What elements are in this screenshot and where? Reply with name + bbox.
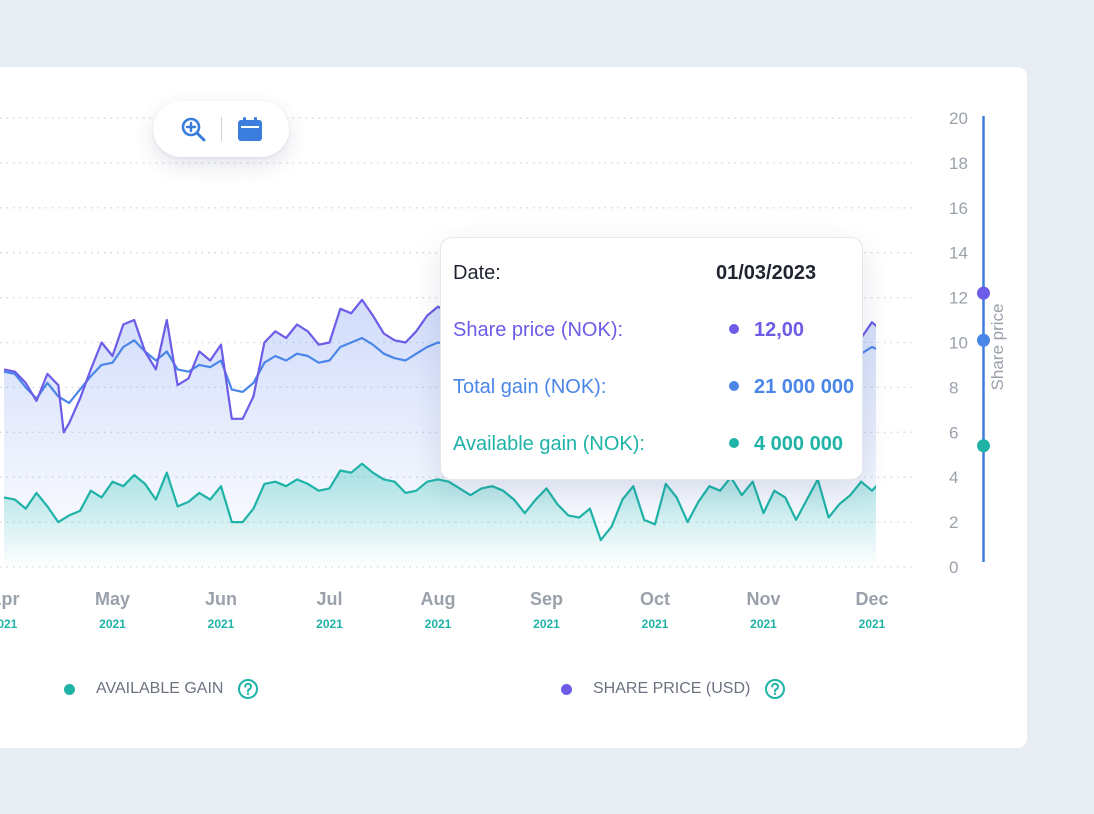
y-tick-label: 10	[949, 334, 968, 353]
legend-available-gain-label: AVAILABLE GAIN	[96, 680, 224, 697]
y-tick-label: 2	[949, 513, 958, 532]
tooltip-date-label: Date:	[453, 262, 501, 284]
tooltip-date-row: Date: 01/03/2023	[453, 262, 858, 292]
cursor-dot-total-gain	[977, 333, 990, 347]
x-tick-month: Nov	[746, 589, 780, 609]
x-tick-month: Dec	[855, 589, 888, 609]
y-tick-label: 16	[949, 199, 968, 218]
tooltip-available-gain-label: Available gain (NOK):	[453, 433, 645, 455]
x-tick-month: Apr	[0, 589, 20, 609]
x-tick-year: 2021	[750, 617, 777, 631]
x-tick-year: 2021	[642, 617, 669, 631]
y-tick-label: 0	[949, 558, 958, 577]
chart-toolbar	[153, 101, 289, 157]
tooltip-available-gain-row: Available gain (NOK): 4 000 000	[453, 433, 858, 463]
tooltip-total-gain-value: 21 000 000	[754, 376, 855, 398]
x-tick-year: 2021	[425, 617, 452, 631]
legend-available-gain-dot	[64, 683, 75, 695]
tooltip-available-gain-value: 4 000 000	[754, 433, 843, 455]
help-icon[interactable]	[237, 678, 259, 700]
legend-available-gain: AVAILABLE GAIN	[64, 678, 259, 700]
tooltip-share-price-label: Share price (NOK):	[453, 319, 624, 341]
y-tick-label: 14	[949, 244, 968, 263]
tooltip-total-gain-label: Total gain (NOK):	[453, 376, 607, 398]
tooltip-share-price-value: 12,00	[754, 319, 805, 341]
tooltip-date-value: 01/03/2023	[716, 262, 817, 284]
x-tick-year: 2021	[208, 617, 235, 631]
zoom-in-icon	[181, 117, 205, 142]
y-tick-label: 4	[949, 468, 958, 487]
y-tick-label: 6	[949, 423, 958, 442]
calendar-button[interactable]	[236, 115, 264, 143]
share-price-dot	[729, 323, 739, 334]
x-tick-month: Sep	[530, 589, 563, 609]
tooltip-total-gain-row: Total gain (NOK): 21 000 000	[453, 376, 858, 406]
legend-share-price: SHARE PRICE (USD)	[561, 678, 786, 700]
y-tick-label: 18	[949, 154, 968, 173]
calendar-icon	[237, 117, 262, 141]
zoom-in-button[interactable]	[179, 115, 207, 143]
tooltip-share-price-row: Share price (NOK): 12,00	[453, 319, 858, 349]
data-tooltip: Date: 01/03/2023 Share price (NOK): 12,0…	[440, 237, 863, 480]
legend-share-price-dot	[561, 683, 572, 695]
x-tick-year: 2021	[0, 617, 18, 631]
x-tick-month: Jun	[205, 589, 237, 609]
available-gain-dot	[729, 437, 739, 448]
y-tick-label: 12	[949, 289, 968, 308]
toolbar-separator	[220, 117, 222, 141]
total-gain-dot	[729, 380, 739, 391]
x-tick-year: 2021	[99, 617, 126, 631]
y-tick-label: 8	[949, 378, 958, 397]
legend-share-price-label: SHARE PRICE (USD)	[593, 680, 751, 697]
x-tick-year: 2021	[533, 617, 560, 631]
x-tick-year: 2021	[316, 617, 343, 631]
x-tick-month: Jul	[316, 589, 342, 609]
x-tick-month: Aug	[421, 589, 456, 609]
cursor-dot-share-price	[977, 286, 990, 300]
x-tick-month: May	[95, 589, 130, 609]
y-tick-label: 20	[949, 109, 968, 128]
cursor-dot-available-gain	[977, 439, 990, 453]
x-tick-month: Oct	[640, 589, 670, 609]
y-axis-label: Share price	[988, 304, 1007, 391]
help-icon[interactable]	[764, 678, 786, 700]
x-tick-year: 2021	[859, 617, 886, 631]
